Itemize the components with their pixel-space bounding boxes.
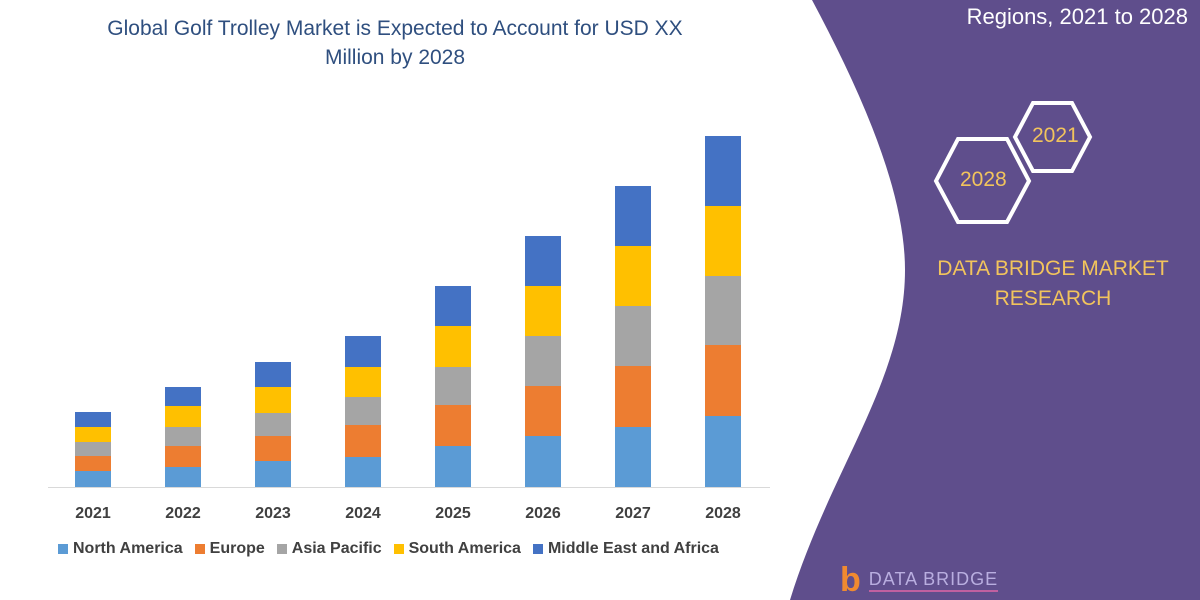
bar-2024-south-america (345, 367, 381, 397)
legend-label: North America (73, 540, 183, 557)
bar-2024-middle-east-and-africa (345, 336, 381, 367)
bar-2026-middle-east-and-africa (525, 236, 561, 286)
bar-2023-north-america (255, 461, 291, 487)
purple-side-panel (790, 0, 1200, 600)
legend-item: Asia Pacific (276, 540, 382, 558)
x-tick-label: 2028 (705, 505, 741, 522)
legend-swatch (58, 544, 68, 554)
side-title: Regions, 2021 to 2028 (966, 4, 1188, 29)
legend-swatch (393, 544, 404, 554)
bar-2027-asia-pacific (615, 306, 651, 366)
bar-2025-south-america (435, 326, 471, 367)
bar-2023-middle-east-and-africa (255, 362, 291, 387)
legend-swatch (276, 544, 287, 554)
bar-2022-europe (165, 446, 201, 467)
brand-line-2: RESEARCH (994, 287, 1112, 310)
legend-label: Middle East and Africa (547, 540, 719, 557)
hex-label-2028: 2028 (960, 168, 1007, 191)
bar-2021-middle-east-and-africa (75, 412, 111, 427)
bar-2028-asia-pacific (705, 276, 741, 345)
bar-2022-middle-east-and-africa (165, 387, 201, 406)
bar-2024-europe (345, 425, 381, 457)
bar-2023-south-america (255, 387, 291, 413)
legend-label: Europe (209, 540, 265, 557)
x-tick-label: 2022 (165, 505, 201, 522)
bar-2025-north-america (435, 446, 471, 487)
bar-2023-europe (255, 436, 291, 461)
bar-2022-north-america (165, 467, 201, 487)
x-tick-label: 2021 (75, 505, 111, 522)
x-tick-label: 2025 (435, 505, 471, 522)
legend-item: Europe (194, 540, 265, 558)
bar-2026-south-america (525, 286, 561, 336)
legend: North America Europe Asia Pacific South Ame… (58, 540, 719, 558)
bar-2025-europe (435, 405, 471, 446)
bar-2026-europe (525, 386, 561, 436)
bar-2025-asia-pacific (435, 367, 471, 405)
bar-2027-middle-east-and-africa (615, 186, 651, 246)
legend-item: North America (58, 540, 183, 558)
bar-2021-europe (75, 456, 111, 471)
legend-item: Middle East and Africa (532, 540, 719, 558)
stacked-bar-chart: 2021 2022 2023 2024 2025 2026 2027 2028 (48, 136, 770, 522)
legend-item: South America (393, 540, 521, 558)
chart-title: Global Golf Trolley Market is Expected t… (40, 14, 750, 72)
brand-line-1: DATA BRIDGE MARKET (937, 257, 1169, 280)
bar-2021-south-america (75, 427, 111, 442)
hex-label-2021: 2021 (1032, 124, 1079, 147)
bar-2028-north-america (705, 416, 741, 487)
bar-2027-north-america (615, 427, 651, 487)
title-line-1: Global Golf Trolley Market is Expected t… (107, 17, 683, 40)
x-tick-label: 2024 (345, 505, 381, 522)
bar-2027-europe (615, 366, 651, 427)
bar-2024-asia-pacific (345, 397, 381, 425)
bar-2027-south-america (615, 246, 651, 306)
legend-swatch (532, 544, 543, 554)
legend-label: South America (408, 540, 521, 557)
bar-2023-asia-pacific (255, 413, 291, 436)
hexagon-2028-icon (933, 137, 1032, 224)
bar-2028-europe (705, 345, 741, 416)
x-tick-label: 2027 (615, 505, 651, 522)
bar-2026-asia-pacific (525, 336, 561, 386)
bar-2021-north-america (75, 471, 111, 487)
bar-2024-north-america (345, 457, 381, 487)
logo-text: DATA BRIDGE (868, 569, 999, 592)
logo-b-icon: b (840, 561, 861, 599)
bar-2026-north-america (525, 436, 561, 487)
legend-swatch (194, 544, 205, 554)
x-tick-label: 2026 (525, 505, 561, 522)
logo: b DATA BRIDGE (840, 561, 999, 599)
x-tick-label: 2023 (255, 505, 291, 522)
bar-2021-asia-pacific (75, 442, 111, 456)
bar-2028-south-america (705, 206, 741, 276)
hexagon-2021-icon (1012, 101, 1093, 173)
title-line-2: Million by 2028 (324, 46, 466, 69)
bar-2022-asia-pacific (165, 427, 201, 446)
bar-2022-south-america (165, 406, 201, 427)
bar-2028-middle-east-and-africa (705, 136, 741, 206)
bar-2025-middle-east-and-africa (435, 286, 471, 326)
brand-name: DATA BRIDGE MARKET RESEARCH (918, 254, 1188, 314)
legend-label: Asia Pacific (291, 540, 382, 557)
